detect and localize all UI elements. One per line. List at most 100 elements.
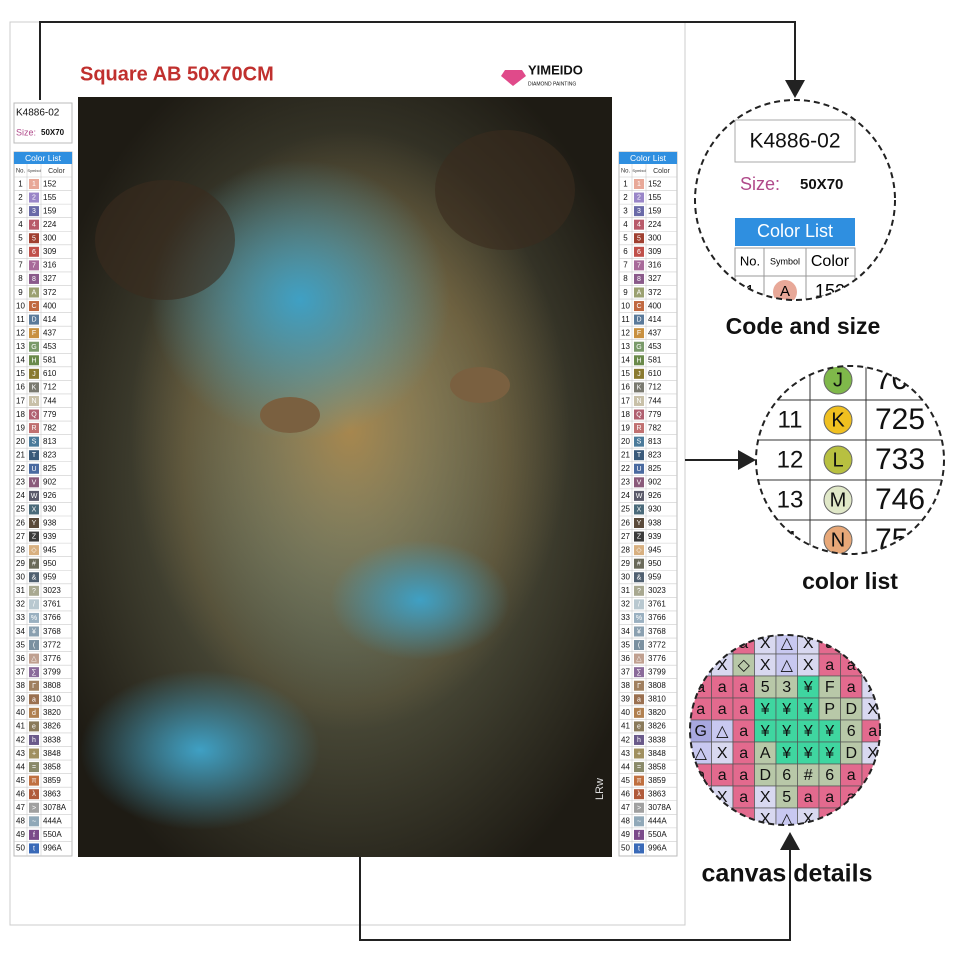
row-number: 15: [16, 369, 25, 378]
color-code: 823: [43, 451, 57, 460]
row-number: 41: [621, 722, 630, 731]
symbol: 7: [32, 262, 36, 269]
symbol-swatch: [29, 802, 39, 813]
symbol-swatch: [634, 626, 644, 637]
row-number: 23: [16, 478, 25, 487]
zoom-code-text: K4886-02: [749, 130, 840, 153]
color-code: 825: [648, 464, 662, 473]
canvas-cell: [690, 807, 712, 825]
zoom-header: No.: [740, 253, 760, 268]
zoom-code: K4886-02 Size: 50X70 Color List No. Symb…: [695, 100, 895, 300]
color-code: 825: [43, 464, 57, 473]
canvas-symbol: X: [867, 789, 878, 806]
zoom-size-value: 50X70: [800, 176, 843, 193]
color-code: 300: [648, 234, 662, 243]
symbol: ∑: [32, 669, 37, 676]
symbol: J: [637, 371, 641, 378]
color-code: 327: [648, 274, 662, 283]
row-number: 7: [623, 261, 628, 270]
row-number: 32: [621, 600, 630, 609]
row-number: 5: [623, 234, 628, 243]
row-number: 5: [18, 234, 23, 243]
symbol-swatch: [29, 490, 39, 501]
color-code: 3761: [648, 600, 666, 609]
row-number: 22: [16, 464, 25, 473]
symbol-swatch: [634, 762, 644, 773]
color-code: 453: [648, 342, 662, 351]
symbol: 6: [32, 249, 36, 256]
color-code: 3772: [43, 640, 61, 649]
color-code: 996A: [648, 844, 667, 853]
symbol-swatch: [29, 355, 39, 366]
symbol: (: [33, 642, 36, 649]
canvas-symbol: a: [739, 767, 748, 784]
symbol-swatch: [634, 545, 644, 556]
symbol-swatch: [634, 748, 644, 759]
color-code: 939: [648, 532, 662, 541]
zoom-list: J 70 11 K 725 12 L 733 13 M 746 4 N 75: [756, 366, 944, 554]
symbol-swatch: [29, 287, 39, 298]
color-code: 744: [648, 396, 662, 405]
row-number: 37: [16, 667, 25, 676]
symbol-swatch: [634, 233, 644, 244]
symbol-swatch: [634, 314, 644, 325]
arrowheads: [738, 80, 805, 850]
color-code: 3768: [648, 627, 666, 636]
row-number: 24: [621, 491, 630, 500]
color-code: 444A: [648, 817, 667, 826]
symbol: =: [32, 764, 36, 771]
color-code: 3766: [648, 613, 666, 622]
canvas-symbol: ¥: [760, 723, 770, 740]
symbol-swatch: [634, 382, 644, 393]
symbol-swatch: [634, 287, 644, 298]
symbol: S: [32, 439, 37, 446]
symbol: K: [32, 384, 37, 391]
canvas-symbol: #: [804, 767, 813, 784]
symbol: D: [636, 317, 641, 324]
color-code: 159: [648, 206, 662, 215]
color-code: 930: [43, 505, 57, 514]
color-code: 550A: [43, 830, 62, 839]
symbol: ◇: [31, 547, 37, 554]
signature: LRw: [594, 778, 606, 800]
symbol: Γ: [637, 683, 641, 690]
symbol-swatch: [29, 382, 39, 393]
symbol-swatch: [634, 273, 644, 284]
symbol: h: [32, 737, 36, 744]
symbol-swatch: [29, 721, 39, 732]
symbol: Q: [636, 412, 642, 419]
symbol: S: [637, 439, 642, 446]
symbol-swatch: [634, 816, 644, 827]
symbol: ?: [637, 588, 641, 595]
symbol-swatch: [29, 246, 39, 257]
row-number: 48: [16, 817, 25, 826]
symbol-swatch: [29, 518, 39, 528]
symbol-swatch: [634, 802, 644, 813]
color-code: 3808: [43, 681, 61, 690]
row-number: 2: [18, 193, 23, 202]
symbol: N: [31, 398, 36, 405]
color-code: 453: [43, 342, 57, 351]
canvas-symbol: ¥: [781, 701, 791, 718]
symbol: =: [637, 764, 641, 771]
code-box: [13, 102, 73, 144]
symbol-swatch: [29, 423, 39, 434]
symbol: ¥: [637, 629, 641, 636]
symbol: A: [32, 290, 37, 297]
symbol: Γ: [32, 683, 36, 690]
symbol-swatch: [634, 206, 644, 217]
symbol-swatch: [634, 477, 644, 488]
canvas-symbol: X: [803, 635, 814, 652]
row-number: 26: [621, 518, 630, 527]
row-number: 12: [621, 328, 630, 337]
symbol-swatch: [29, 775, 39, 786]
symbol: Y: [32, 520, 37, 527]
symbol: 1: [32, 181, 36, 188]
symbol: ◇: [636, 547, 642, 554]
canvas-cell: [861, 785, 880, 809]
symbol: ¥: [32, 629, 36, 636]
color-code: 152: [43, 179, 57, 188]
symbol: %: [636, 615, 642, 622]
symbol: W: [31, 493, 38, 500]
color-code: 372: [648, 288, 662, 297]
